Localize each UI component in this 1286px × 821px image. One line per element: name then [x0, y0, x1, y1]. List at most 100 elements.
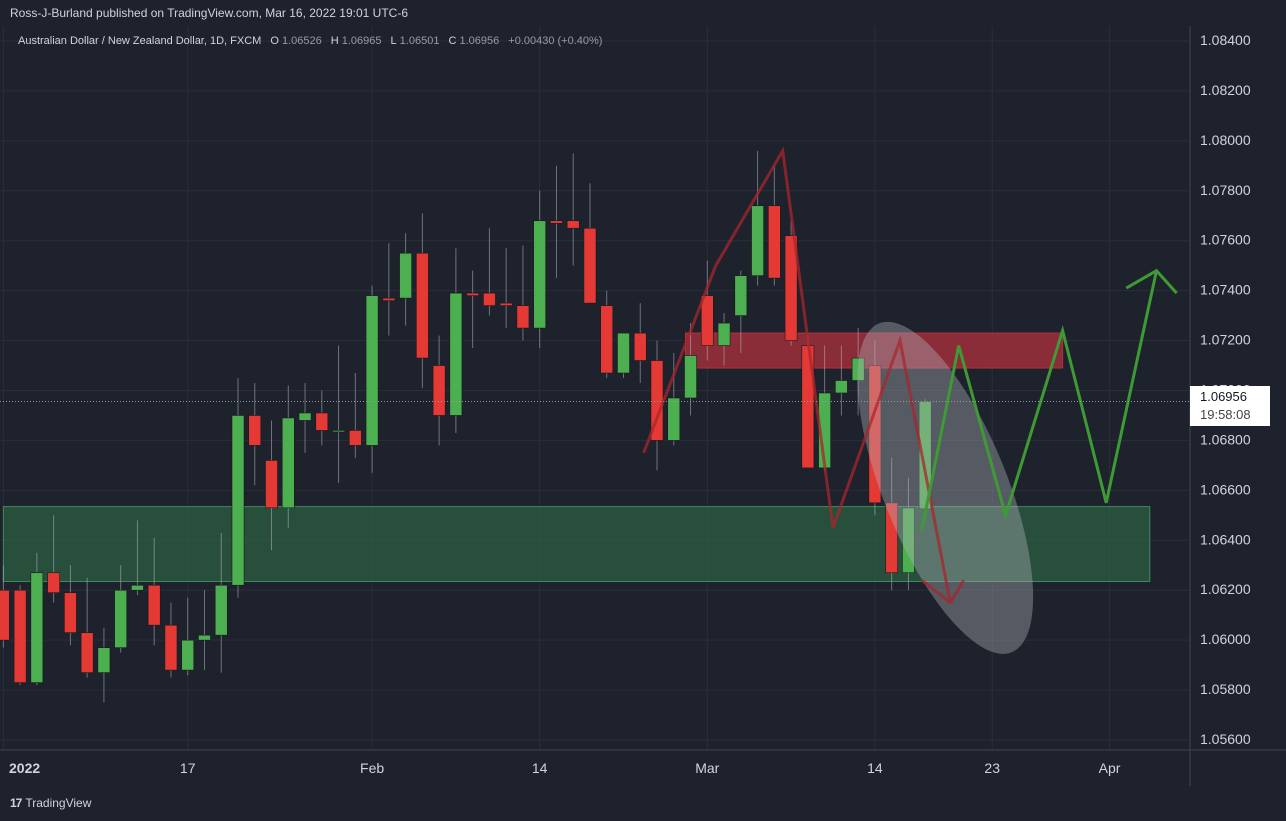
high-value: 1.06965: [341, 35, 382, 47]
candle-body: [784, 235, 798, 341]
candle-body: [315, 412, 329, 431]
y-tick-label: 1.06800: [1200, 431, 1251, 447]
candle-body: [47, 572, 60, 594]
candle-body: [516, 305, 530, 329]
projection-lines: [642, 146, 1178, 605]
candle-body: [64, 592, 77, 633]
y-tick-label: 1.07200: [1200, 332, 1251, 348]
candle-body: [198, 634, 211, 641]
candle-body: [449, 292, 463, 416]
brand-name: TradingView: [25, 796, 92, 810]
candle-body: [432, 365, 446, 416]
price-axis[interactable]: 1.08400 1.08200 1.08000 1.07800 1.07600 1.074…: [1200, 32, 1251, 747]
candle-body: [466, 292, 479, 296]
y-tick-label: 1.07600: [1200, 232, 1251, 248]
candle-body: [499, 302, 513, 306]
time-axis[interactable]: 2022 17 Feb 14 Mar 14 23 Apr: [9, 760, 1121, 776]
highlight-ellipse: [857, 321, 1034, 654]
candle-body: [483, 292, 496, 306]
candle-body: [348, 430, 362, 446]
candle-body: [550, 220, 563, 224]
y-tick-label: 1.07800: [1200, 182, 1251, 198]
candle-body: [265, 460, 278, 509]
candle-body: [885, 502, 898, 574]
candle-body: [147, 584, 161, 626]
candle-body: [13, 589, 27, 683]
tradingview-logo-icon: 17: [10, 796, 22, 810]
candle-body: [399, 252, 412, 299]
candle-body: [181, 639, 195, 671]
x-tick-label: 23: [984, 760, 1000, 776]
x-tick-label: 14: [532, 760, 548, 776]
x-tick-label: 2022: [9, 760, 40, 776]
change-value: +0.00430 (+0.40%): [508, 35, 603, 47]
candle-body: [298, 412, 312, 421]
candle-body: [768, 205, 781, 279]
open-value: 1.06526: [281, 35, 322, 47]
candle-body: [734, 275, 748, 316]
demand-zone: [2, 506, 1151, 582]
candle-body: [164, 624, 178, 671]
bottom-bar: 17 TradingView: [0, 786, 1286, 821]
red-projection-path: [642, 146, 952, 603]
x-tick-label: Feb: [360, 760, 384, 776]
top-bar: Ross-J-Burland published on TradingView.…: [0, 0, 1286, 26]
candle-body: [583, 227, 597, 304]
y-tick-label: 1.06200: [1200, 581, 1251, 597]
symbol-title: Australian Dollar / New Zealand Dollar, …: [18, 35, 262, 47]
symbol-legend: Australian Dollar / New Zealand Dollar, …: [18, 35, 602, 47]
y-tick-label: 1.05600: [1200, 731, 1251, 747]
low-label: L: [390, 35, 397, 47]
close-value: 1.06956: [459, 35, 500, 47]
candles: [0, 150, 932, 703]
candle-body: [416, 252, 429, 359]
candle-body: [851, 357, 865, 381]
candle-body: [80, 632, 94, 673]
candle-body: [382, 297, 396, 301]
candle-body: [281, 417, 295, 509]
candle-body: [617, 332, 630, 374]
last-price-badge: 1.06956 19:58:08: [1190, 386, 1270, 426]
candle-body: [332, 430, 345, 433]
close-label: C: [448, 35, 457, 47]
candle-body: [835, 380, 848, 394]
green-projection-path: [920, 270, 1158, 531]
candle-body: [717, 322, 731, 346]
open-label: O: [270, 35, 279, 47]
x-tick-label: 17: [180, 760, 196, 776]
candle-body: [667, 397, 681, 441]
y-tick-label: 1.06600: [1200, 481, 1251, 497]
x-tick-label: Mar: [695, 760, 719, 776]
candle-body: [114, 589, 128, 648]
candle-body: [533, 220, 547, 329]
candle-body: [600, 305, 614, 374]
candle-body: [97, 647, 111, 673]
y-tick-label: 1.07400: [1200, 282, 1251, 298]
bar-countdown: 19:58:08: [1200, 407, 1251, 422]
plot-background: [0, 26, 1190, 750]
y-tick-label: 1.08400: [1200, 32, 1251, 48]
zones: [2, 332, 1151, 582]
candle-body: [214, 584, 228, 636]
candle-body: [231, 415, 245, 586]
high-label: H: [330, 35, 339, 47]
candle-body: [365, 295, 379, 446]
y-tick-label: 1.06000: [1200, 631, 1251, 647]
y-tick-label: 1.08000: [1200, 132, 1251, 148]
candlestick-chart[interactable]: 1.08400 1.08200 1.08000 1.07800 1.07600 1.074…: [0, 26, 1286, 786]
candle-body: [902, 507, 915, 574]
green-projection-arrowhead: [1125, 268, 1178, 295]
candle-body: [0, 589, 10, 641]
y-tick-label: 1.05800: [1200, 681, 1251, 697]
candle-body: [131, 584, 144, 591]
highlight-ellipse-layer: [857, 321, 1034, 654]
candle-body: [751, 205, 764, 276]
last-price-value: 1.06956: [1200, 389, 1247, 404]
candle-body: [30, 572, 44, 683]
candle-body: [566, 220, 580, 229]
tradingview-brand[interactable]: 17 TradingView: [10, 796, 91, 810]
x-tick-label: 14: [867, 760, 883, 776]
red-projection-arrowhead: [920, 579, 965, 605]
low-value: 1.06501: [399, 35, 440, 47]
candle-body: [684, 355, 697, 399]
